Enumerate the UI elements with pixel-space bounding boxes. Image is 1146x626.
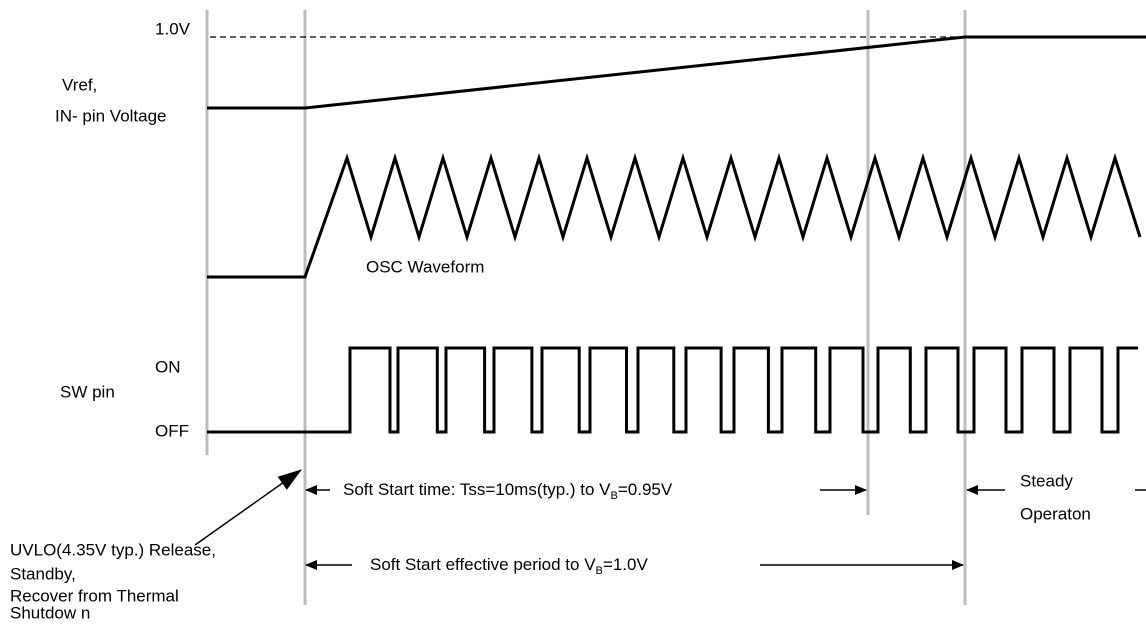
osc-label: OSC Waveform: [366, 257, 484, 276]
text: =1.0V: [603, 555, 649, 574]
vref-waveform: [207, 35, 1146, 110]
on-label: ON: [155, 357, 181, 376]
subscript: B: [596, 565, 603, 577]
sw-label: SW pin: [60, 382, 115, 401]
text: Soft Start effective period to V: [370, 555, 596, 574]
vref-label: Vref,: [62, 75, 97, 94]
pointer-arrow: [194, 469, 302, 546]
off-label: OFF: [155, 421, 189, 440]
text: =0.95V: [618, 480, 673, 499]
vref-label: IN- pin Voltage: [55, 106, 167, 125]
sw-waveform: [207, 346, 1138, 434]
steady-label: Operaton: [1020, 504, 1091, 523]
text: Soft Start time: Tss=10ms(typ.) to V: [343, 480, 611, 499]
uvlo-note: Shutdow n: [10, 603, 90, 621]
subscript: B: [611, 490, 618, 502]
osc-waveform: [207, 152, 1142, 279]
level-label: 1.0V: [155, 19, 191, 38]
soft-start-effective: Soft Start effective period to VB=1.0V: [370, 555, 648, 576]
uvlo-note: UVLO(4.35V typ.) Release,: [10, 540, 216, 559]
uvlo-note: Recover from Thermal: [10, 586, 179, 605]
uvlo-note: Standby,: [10, 564, 76, 583]
soft-start-time: Soft Start time: Tss=10ms(typ.) to VB=0.…: [343, 480, 673, 501]
steady-label: Steady: [1020, 471, 1073, 490]
